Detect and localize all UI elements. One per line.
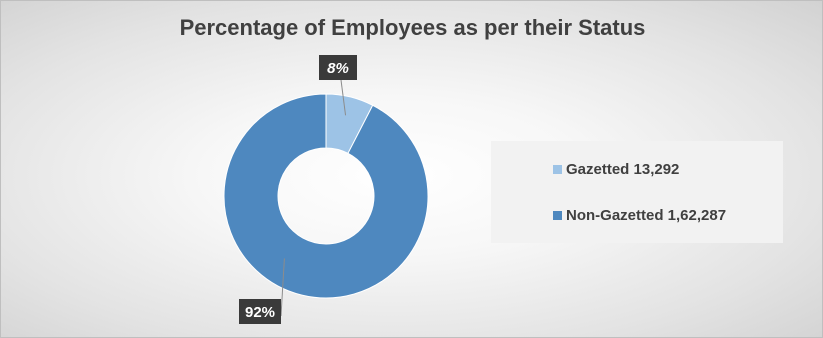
data-label-bg-non-gazetted — [239, 299, 281, 324]
leader-line-gazetted — [340, 79, 347, 116]
donut-slice-non-gazetted — [223, 93, 429, 299]
data-label-non-gazetted: 92% — [239, 258, 285, 324]
leader-line-non-gazetted — [280, 258, 285, 317]
chart-legend: Gazetted 13,292 Non-Gazetted 1,62,287 — [491, 141, 783, 243]
legend-item-gazetted: Gazetted 13,292 — [553, 161, 679, 178]
donut-slices — [223, 93, 429, 299]
data-label-bg-gazetted — [319, 55, 357, 80]
legend-swatch-gazetted — [553, 165, 562, 174]
legend-label-non-gazetted: Non-Gazetted 1,62,287 — [566, 207, 727, 224]
chart-title: Percentage of Employees as per their Sta… — [179, 15, 646, 40]
legend-swatch-non-gazetted — [553, 211, 562, 220]
data-label-gazetted-text: 8% — [327, 60, 349, 77]
data-label-gazetted: 8% — [319, 55, 357, 116]
legend-item-non-gazetted: Non-Gazetted 1,62,287 — [553, 207, 726, 224]
legend-label-gazetted: Gazetted 13,292 — [566, 161, 680, 178]
data-label-non-gazetted-text: 92% — [245, 304, 275, 321]
